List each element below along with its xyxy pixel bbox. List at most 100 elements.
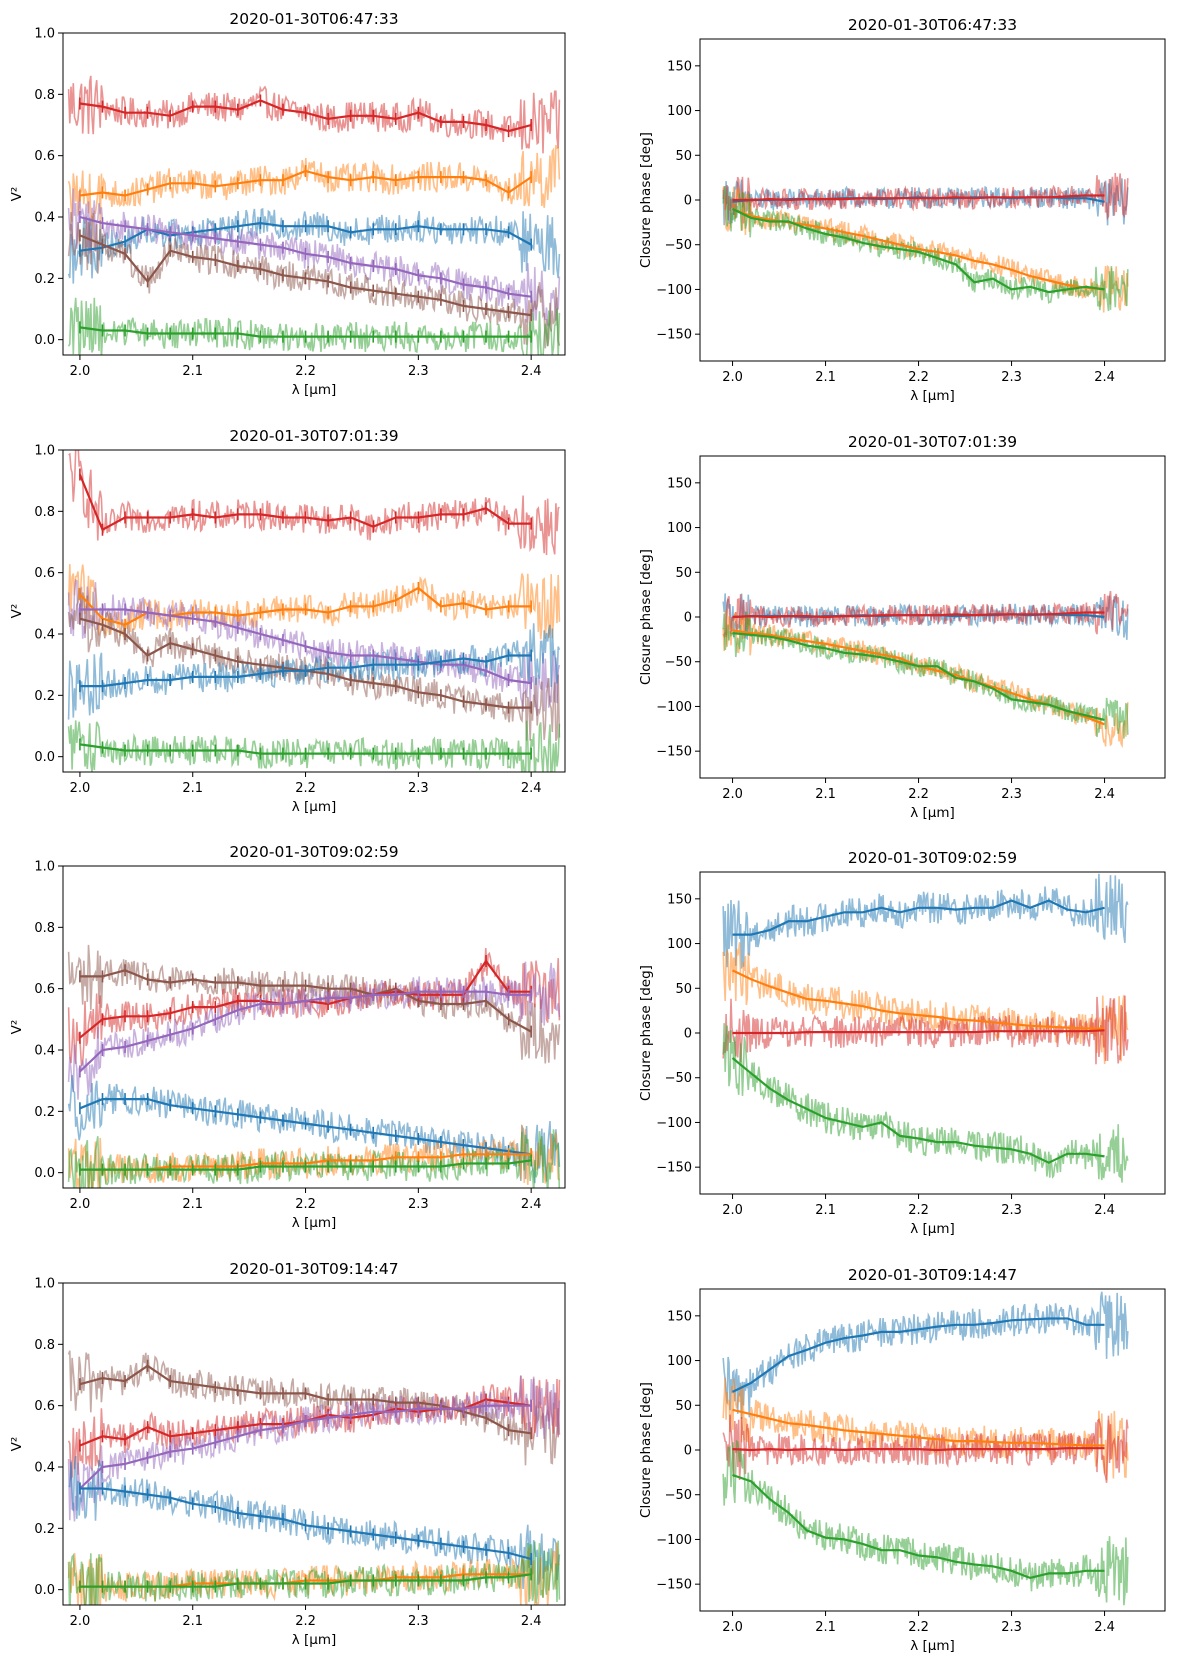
- series-noise-5: [67, 1542, 560, 1605]
- y-tick-label: 0.0: [34, 1166, 55, 1181]
- series-noise-2: [722, 172, 1129, 224]
- y-tick-label: −50: [665, 1488, 692, 1503]
- series-noise-6: [67, 1540, 561, 1605]
- x-tick-label: 2.3: [408, 1614, 429, 1629]
- y-tick-label: −50: [665, 1071, 692, 1086]
- x-tick-label: 2.0: [70, 1197, 91, 1212]
- x-tick-label: 2.2: [295, 1197, 316, 1212]
- y-tick-label: −150: [656, 1578, 692, 1593]
- y-tick-label: 50: [675, 1399, 692, 1414]
- y-axis-label: Closure phase [deg]: [638, 549, 654, 685]
- plot-area: [67, 75, 561, 355]
- series-noise-3: [722, 1414, 1129, 1483]
- chart-panel-5: 2.0 2.1 2.2 2.3 2.4 0.0 0.2 0.4 0.6 0.8 1.0 2020-01…: [9, 843, 566, 1231]
- y-axis-label: Closure phase [deg]: [638, 132, 654, 268]
- x-tick-label: 2.2: [908, 787, 929, 802]
- axes-frame: [62, 449, 566, 773]
- series-noise-4: [722, 1439, 1129, 1606]
- y-tick-label: 100: [667, 521, 692, 536]
- x-tick-label: 2.3: [1001, 787, 1022, 802]
- y-axis-label: Closure phase [deg]: [638, 965, 654, 1101]
- series-noise-1: [67, 1350, 561, 1466]
- x-tick-label: 2.1: [182, 1197, 203, 1212]
- series-line-1: [732, 899, 1105, 936]
- x-axis-label: λ [μm]: [292, 382, 337, 398]
- series-noise-4: [67, 1075, 561, 1184]
- y-tick-label: −100: [656, 283, 692, 298]
- series-noise-6: [67, 720, 561, 772]
- x-tick-label: 2.4: [521, 1614, 542, 1629]
- y-tick-label: 0.4: [34, 1044, 55, 1059]
- chart-title: 2020-01-30T06:47:33: [848, 16, 1017, 34]
- y-tick-label: 0.6: [34, 1399, 55, 1414]
- y-tick-label: 0: [684, 611, 692, 626]
- x-tick-label: 2.3: [408, 781, 429, 796]
- x-tick-label: 2.4: [521, 781, 542, 796]
- series-noise-3: [67, 961, 561, 1100]
- x-axis-label: λ [μm]: [910, 1638, 955, 1654]
- series-noise-1: [67, 75, 561, 154]
- y-tick-label: 0.0: [34, 1583, 55, 1598]
- x-tick-label: 2.3: [1001, 370, 1022, 385]
- x-axis-label: λ [μm]: [292, 799, 337, 815]
- y-tick-label: 0.6: [34, 149, 55, 164]
- series-noise-2: [67, 564, 561, 640]
- x-axis-label: λ [μm]: [910, 388, 955, 404]
- series-line-2: [732, 611, 1105, 619]
- y-tick-label: 100: [667, 1354, 692, 1369]
- chart-title: 2020-01-30T09:02:59: [848, 849, 1017, 867]
- x-tick-label: 2.3: [1001, 1203, 1022, 1218]
- x-tick-label: 2.0: [70, 1614, 91, 1629]
- y-tick-label: 1.0: [34, 444, 55, 459]
- chart-panel-1: 2.0 2.1 2.2 2.3 2.4 0.0 0.2 0.4 0.6 0.8 1.0 2020-01…: [9, 10, 566, 398]
- y-tick-label: 50: [675, 149, 692, 164]
- x-tick-label: 2.4: [1094, 370, 1115, 385]
- x-tick-label: 2.0: [70, 781, 91, 796]
- y-tick-label: 0.0: [34, 333, 55, 348]
- series-noise-3: [722, 995, 1129, 1065]
- x-tick-label: 2.3: [408, 364, 429, 379]
- x-tick-label: 2.2: [295, 1614, 316, 1629]
- x-tick-label: 2.1: [182, 781, 203, 796]
- series-noise-4: [722, 611, 1129, 739]
- y-tick-label: 150: [667, 892, 692, 907]
- y-tick-label: 0.2: [34, 1522, 55, 1537]
- series-line-2: [732, 194, 1105, 202]
- y-tick-label: 0.4: [34, 628, 55, 643]
- y-tick-label: 0.4: [34, 1461, 55, 1476]
- series-noise-6: [67, 1129, 561, 1188]
- y-tick-label: 0.8: [34, 505, 55, 520]
- chart-panel-2: 2.0 2.1 2.2 2.3 2.4 −150 −100 −50 0 50 100 150 2020-…: [638, 16, 1166, 404]
- chart-title: 2020-01-30T09:02:59: [229, 843, 398, 861]
- series-noise-6: [67, 297, 561, 355]
- x-axis-label: λ [μm]: [292, 1632, 337, 1648]
- x-axis-label: λ [μm]: [910, 1221, 955, 1237]
- y-tick-label: −50: [665, 238, 692, 253]
- y-tick-label: 0.2: [34, 272, 55, 287]
- y-tick-label: 0: [684, 1444, 692, 1459]
- series-noise-2: [722, 942, 1129, 1064]
- y-tick-label: 0.6: [34, 982, 55, 997]
- y-axis-label: V²: [9, 1437, 25, 1452]
- x-tick-label: 2.1: [815, 1203, 836, 1218]
- y-tick-label: 0.0: [34, 750, 55, 765]
- plot-area: [722, 172, 1129, 313]
- series-noise-4: [722, 1023, 1129, 1183]
- series-line-3: [732, 1029, 1105, 1035]
- chart-title: 2020-01-30T07:01:39: [229, 427, 398, 445]
- y-tick-label: 0.6: [34, 566, 55, 581]
- plot-area: [722, 873, 1129, 1183]
- y-tick-label: −100: [656, 700, 692, 715]
- x-tick-label: 2.2: [295, 364, 316, 379]
- chart-panel-6: 2.0 2.1 2.2 2.3 2.4 −150 −100 −50 0 50 100 150 2020-…: [638, 849, 1166, 1237]
- series-line-2: [732, 1408, 1105, 1447]
- x-tick-label: 2.3: [1001, 1620, 1022, 1635]
- y-tick-label: 100: [667, 937, 692, 952]
- y-tick-label: 0.2: [34, 689, 55, 704]
- series-line-3: [732, 1447, 1105, 1452]
- y-tick-label: −150: [656, 1161, 692, 1176]
- y-tick-label: 50: [675, 982, 692, 997]
- y-tick-label: 150: [667, 1309, 692, 1324]
- y-tick-label: 150: [667, 59, 692, 74]
- y-tick-label: −150: [656, 328, 692, 343]
